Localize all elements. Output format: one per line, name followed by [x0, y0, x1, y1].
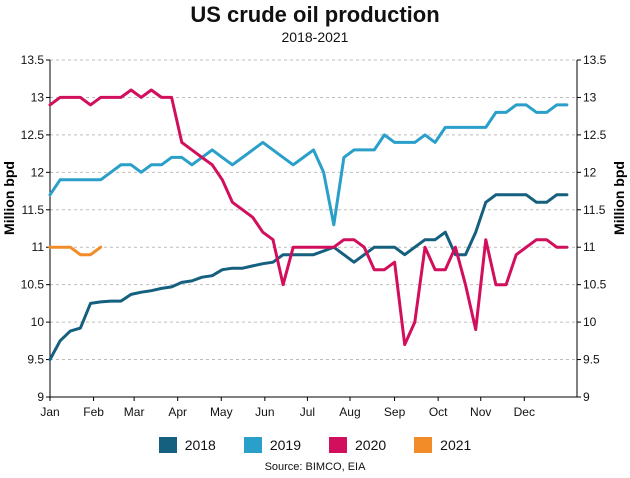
series-line-2018 [48, 193, 569, 362]
y-tick-label-right: 11 [583, 240, 596, 254]
legend-label-2018: 2018 [184, 437, 216, 453]
y-tick-label-left: 12 [31, 165, 45, 179]
x-tick-label: Aug [339, 405, 360, 419]
y-tick-label-right: 13.5 [583, 53, 607, 67]
tick-labels: 9 9 9.5 9.5 10 10 10.5 10.5 11 11 11.5 11.5 12 12 12.5… [21, 53, 607, 419]
legend-label-2021: 2021 [440, 437, 472, 453]
series-line-2019 [48, 103, 569, 227]
y-tick-label-right: 11.5 [583, 203, 606, 217]
x-tick-label: Feb [83, 405, 104, 419]
x-tick-label: Sep [384, 405, 406, 419]
x-tick-label: Nov [470, 405, 491, 419]
y-tick-label-left: 9.5 [27, 353, 44, 367]
y-tick-label-left: 11 [32, 240, 45, 254]
series-line-2020 [48, 88, 569, 347]
series-lines [48, 88, 569, 362]
y-tick-label-right: 12 [583, 165, 597, 179]
grid-lines [50, 59, 577, 361]
y-tick-label-left: 10 [31, 315, 45, 329]
legend: 2018 2019 2020 2021 [0, 437, 630, 453]
y-tick-label-left: 11.5 [22, 203, 45, 217]
x-tick-label: Apr [168, 405, 187, 419]
y-tick-label-right: 12.5 [583, 128, 607, 142]
x-tick-label: Dec [514, 405, 535, 419]
y-axis-label-left: Million bpd [1, 161, 17, 235]
y-tick-label-right: 13 [583, 90, 597, 104]
y-tick-label-left: 13.5 [21, 53, 45, 67]
y-tick-label-left: 13 [31, 90, 45, 104]
legend-swatch-2018 [158, 437, 177, 453]
legend-item-2021: 2021 [414, 437, 471, 453]
y-axis-label-right: Million bpd [611, 161, 627, 235]
x-tick-label: Oct [429, 405, 448, 419]
y-tick-label-left: 12.5 [21, 128, 45, 142]
chart-subtitle: 2018-2021 [281, 29, 349, 45]
legend-item-2020: 2020 [329, 437, 386, 453]
axes [46, 59, 581, 401]
legend-item-2018: 2018 [158, 437, 216, 453]
y-tick-label-left: 10.5 [21, 278, 45, 292]
source-note: Source: BIMCO, EIA [264, 461, 366, 473]
x-tick-label: May [210, 405, 233, 419]
legend-swatch-2019 [243, 437, 262, 453]
y-tick-label-left: 9 [37, 390, 44, 404]
x-tick-label: Jun [255, 405, 274, 419]
x-tick-label: Jan [40, 405, 59, 419]
x-tick-label: Jul [300, 405, 315, 419]
x-tick-label: Mar [124, 405, 145, 419]
y-tick-label-right: 9 [583, 390, 590, 404]
y-tick-label-right: 9.5 [583, 353, 600, 367]
legend-swatch-2021 [414, 437, 433, 453]
series-line-2021 [48, 245, 103, 257]
legend-label-2019: 2019 [269, 437, 301, 453]
y-tick-label-right: 10.5 [583, 278, 607, 292]
legend-item-2019: 2019 [243, 437, 301, 453]
legend-swatch-2020 [329, 437, 347, 453]
y-tick-label-right: 10 [583, 315, 597, 329]
legend-label-2020: 2020 [355, 437, 387, 453]
chart-title: US crude oil production [190, 2, 440, 27]
